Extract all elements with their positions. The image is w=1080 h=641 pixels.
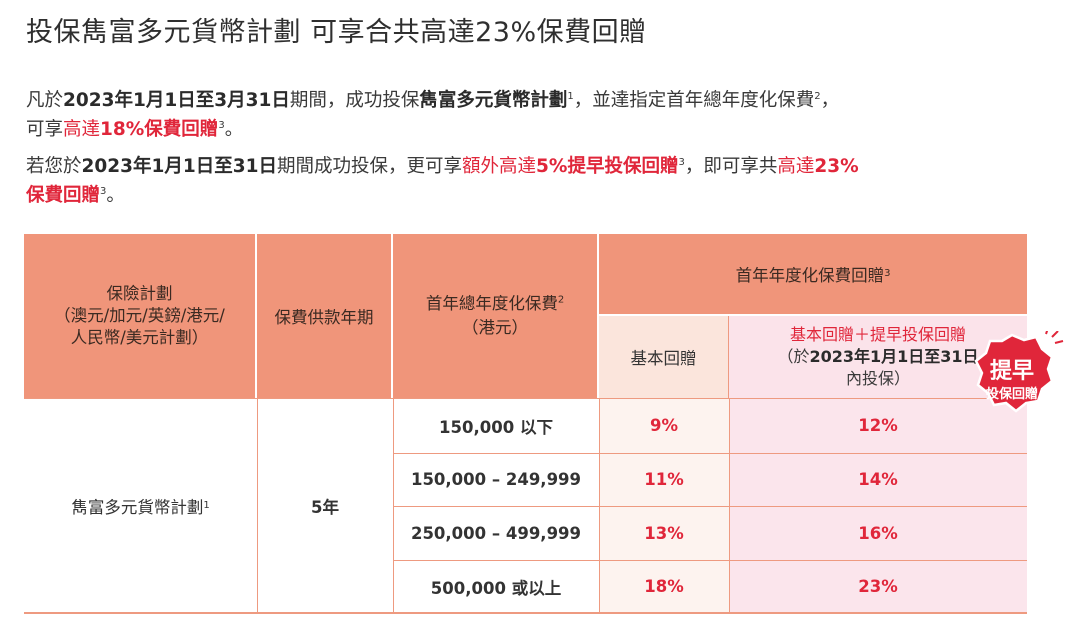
badge-shape-icon [974, 327, 1064, 413]
header-unit: （港元） [462, 318, 528, 337]
text: ， [820, 90, 840, 111]
sub-header-early: 基本回贈＋提早投保回贈 （於2023年1月1日至31日 內投保） [729, 316, 1027, 398]
header-date: 2023年1月1日至31日 [809, 347, 979, 366]
highlight-rebate: 18%保費回贈 [100, 119, 219, 140]
text: 凡於 [26, 90, 64, 111]
col-header-term: 保費供款年期 [257, 234, 393, 398]
table-row-basic: 18% [599, 560, 729, 613]
table-row-basic: 11% [599, 453, 729, 506]
footnote-ref: 3 [100, 185, 107, 197]
offer-date: 2023年1月1日至3月31日 [63, 90, 290, 111]
header-text: 首年年度化保費回贈 [735, 266, 885, 285]
table-row-early: 16% [729, 506, 1027, 560]
text: ，並達指定首年總年度化保費 [573, 90, 815, 111]
divider [393, 398, 394, 613]
footnote-ref: 2 [557, 294, 565, 306]
table-row-early: 12% [729, 398, 1027, 453]
table-row-early: 23% [729, 560, 1027, 613]
highlight-rebate: 5%提早投保回贈 [536, 156, 679, 177]
table-row-basic: 9% [599, 398, 729, 453]
footnote-ref: 2 [814, 90, 821, 102]
plan-name: 雋富多元貨幣計劃 [71, 497, 204, 517]
footnote-ref: 3 [678, 156, 685, 168]
header-text: 內投保） [845, 369, 910, 388]
divider [599, 398, 600, 613]
footnote-ref: 3 [218, 119, 225, 131]
highlight-text: 高達 [777, 156, 815, 177]
badge-line1: 提早 [989, 359, 1034, 384]
divider [393, 560, 1027, 561]
text: 。 [106, 185, 125, 206]
divider [393, 506, 1027, 507]
divider [729, 398, 730, 613]
col-header-rebate: 首年年度化保費回贈 3 [599, 234, 1027, 316]
highlight-rebate: 保費回贈 [26, 185, 101, 206]
text: ，即可享共 [684, 156, 778, 177]
badge-line2: 投保回贈 [985, 387, 1038, 402]
footnote-ref: 1 [567, 90, 574, 102]
highlight-rebate: 23% [814, 156, 859, 177]
table-row-basic: 13% [599, 506, 729, 560]
col-header-plan: 保險計劃 （澳元/加元/英鎊/港元/ 人民幣/美元計劃） [24, 234, 257, 398]
divider [257, 398, 258, 613]
term-cell: 5年 [311, 497, 339, 517]
table-row-amount: 250,000 – 499,999 [410, 523, 582, 543]
sub-header-basic: 基本回贈 [599, 316, 729, 398]
highlight-text: 高達 [63, 119, 101, 140]
plan-name: 雋富多元貨幣計劃 [419, 90, 568, 111]
table-row-amount: 500,000 或以上 [430, 578, 562, 598]
text: 期間成功投保，更可享 [277, 156, 463, 177]
offer-date: 2023年1月1日至31日 [81, 156, 277, 177]
table-row-amount: 150,000 – 249,999 [410, 470, 582, 489]
text: 若您於 [26, 156, 82, 177]
col-header-premium: 首年總年度化保費2 （港元） [393, 234, 599, 398]
plan-name-cell: 雋富多元貨幣計劃 1 [24, 398, 257, 613]
text: 可享 [26, 119, 64, 140]
page-title: 投保雋富多元貨幣計劃 可享合共高達23%保費回贈 [26, 17, 647, 48]
text: 期間，成功投保 [289, 90, 420, 111]
text: 。 [224, 119, 244, 140]
divider [24, 398, 1027, 399]
divider [393, 453, 1027, 454]
early-bird-badge: 提早 投保回贈 [972, 327, 1064, 423]
table-row-early: 14% [729, 453, 1027, 506]
header-text: （於 [777, 347, 810, 366]
offer-paragraph-1: 凡於2023年1月1日至3月31日期間，成功投保雋富多元貨幣計劃1，並達指定首年… [26, 86, 1036, 144]
header-text: 基本回贈＋提早投保回贈 [789, 325, 966, 344]
highlight-text: 額外高達 [462, 156, 537, 177]
offer-paragraph-2: 若您於2023年1月1日至31日期間成功投保，更可享額外高達5%提早投保回贈3，… [26, 152, 1036, 210]
table-bottom-border [24, 612, 1027, 614]
header-text: 首年總年度化保費 [425, 294, 558, 313]
table-row-amount: 150,000 以下 [439, 417, 553, 437]
